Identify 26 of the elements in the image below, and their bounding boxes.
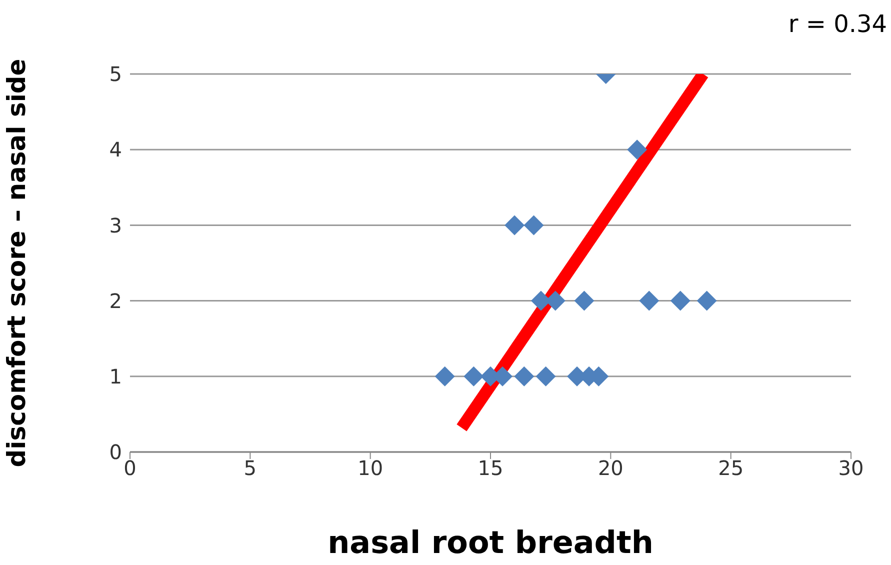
text: r = 0.34 bbox=[788, 10, 887, 38]
y-tick-label: 4 bbox=[109, 138, 122, 162]
y-tick-label: 3 bbox=[109, 213, 122, 238]
y-tick-label: 1 bbox=[109, 364, 122, 388]
point bbox=[670, 290, 690, 311]
point bbox=[536, 366, 556, 386]
point bbox=[504, 215, 525, 236]
point bbox=[434, 366, 455, 386]
point bbox=[696, 290, 717, 311]
x-tick-label: 25 bbox=[718, 456, 744, 480]
point bbox=[627, 140, 648, 160]
x-tick-label: 30 bbox=[838, 456, 864, 480]
point bbox=[464, 366, 484, 386]
point bbox=[574, 290, 594, 311]
x-tick-label: 15 bbox=[478, 456, 504, 480]
x-tick-label: 5 bbox=[244, 456, 257, 480]
x-tick-label: 20 bbox=[598, 456, 624, 480]
x-axis-title: nasal root breadth bbox=[328, 525, 654, 561]
y-tick-label: 2 bbox=[109, 288, 122, 313]
point bbox=[524, 215, 544, 236]
x-tick-label: 10 bbox=[358, 456, 384, 480]
point bbox=[639, 290, 660, 311]
y-tick-label: 5 bbox=[109, 62, 122, 86]
point bbox=[514, 366, 534, 386]
y-axis-title: discomfort score – nasal side bbox=[2, 58, 31, 468]
y-tick-label: 0 bbox=[109, 440, 122, 464]
